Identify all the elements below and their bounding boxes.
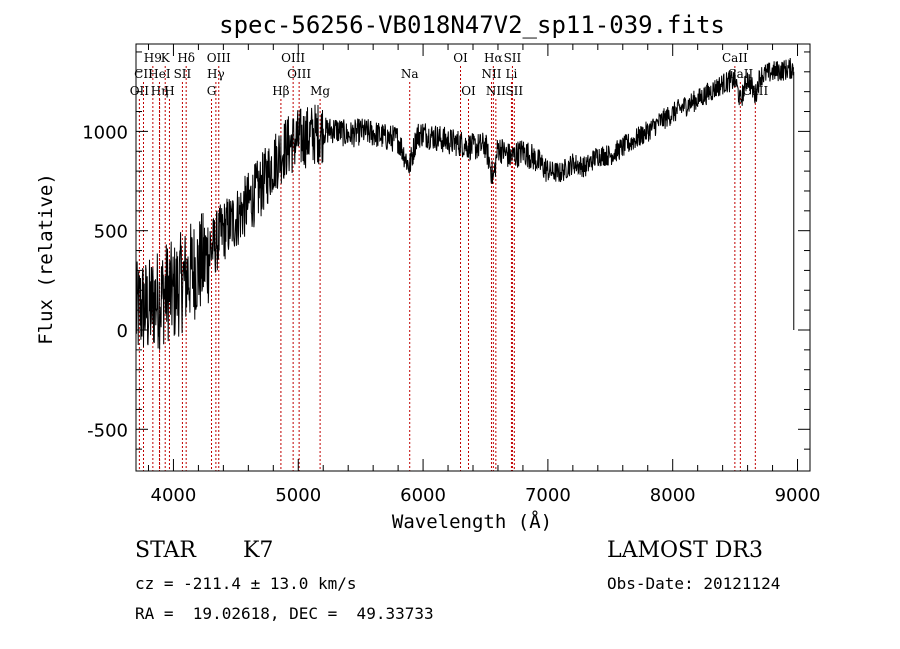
spectrum-series xyxy=(135,57,795,350)
spectral-line-label: Hδ xyxy=(177,51,195,65)
x-tick-label: 6000 xyxy=(400,485,446,506)
x-tick-label: 4000 xyxy=(151,485,197,506)
y-axis: -500 0 500 1000 xyxy=(82,51,810,450)
y-tick-label: 500 xyxy=(94,222,128,243)
object-subclass: K7 xyxy=(243,538,274,563)
redshift-velocity: cz = -211.4 ± 13.0 km/s xyxy=(135,574,357,593)
spectral-line-label: NII xyxy=(486,84,506,98)
spectral-line-label: Hγ xyxy=(207,67,225,81)
plot-frame xyxy=(135,43,811,472)
spectral-line-label: OII xyxy=(130,84,150,98)
spectral-line-label: OIII xyxy=(281,51,305,65)
spectral-line-label: CaII xyxy=(722,51,748,65)
spectral-line-label: Mg xyxy=(310,84,330,98)
x-tick-label: 9000 xyxy=(775,485,821,506)
y-axis-label: Flux (relative) xyxy=(35,173,57,345)
spectral-line-label: Hα xyxy=(484,51,503,65)
spectral-line-label: K xyxy=(161,51,171,65)
spectral-line-label: Hβ xyxy=(272,84,289,98)
y-tick-label: 0 xyxy=(117,321,128,342)
y-tick-label: 1000 xyxy=(82,122,128,143)
spectral-line-label: H xyxy=(164,84,174,98)
x-axis: 4000 5000 6000 7000 8000 9000 xyxy=(147,44,821,506)
spectral-line-label: Na xyxy=(401,67,419,81)
coordinates: RA = 19.02618, DEC = 49.33733 xyxy=(135,604,434,623)
flux-line xyxy=(135,57,794,350)
x-tick-label: 7000 xyxy=(525,485,571,506)
spectral-line-label: SII xyxy=(504,51,522,65)
observation-date: Obs-Date: 20121124 xyxy=(607,574,781,593)
survey-name: LAMOST DR3 xyxy=(607,538,763,563)
object-class: STAR xyxy=(135,538,196,563)
spectral-line-label: OI xyxy=(461,84,476,98)
spectral-line-label: NII xyxy=(481,67,501,81)
chart-title: spec-56256-VB018N47V2_sp11-039.fits xyxy=(219,11,725,39)
spectral-line-label: SII xyxy=(174,67,192,81)
spectral-line-label: OIII xyxy=(287,67,311,81)
x-tick-label: 8000 xyxy=(650,485,696,506)
spectral-line-label: H9 xyxy=(144,51,162,65)
spectral-line-label: HeI xyxy=(148,67,171,81)
spectral-line-label: CII xyxy=(134,67,153,81)
y-tick-label: -500 xyxy=(87,420,128,441)
spectral-line-label: Li xyxy=(506,67,518,81)
x-tick-label: 5000 xyxy=(275,485,321,506)
spectral-line-label: OI xyxy=(453,51,468,65)
spectral-line-label: G xyxy=(207,84,217,98)
spectral-line-label: OIII xyxy=(207,51,231,65)
spectral-line-label: SII xyxy=(505,84,523,98)
x-axis-label: Wavelength (Å) xyxy=(392,510,552,533)
